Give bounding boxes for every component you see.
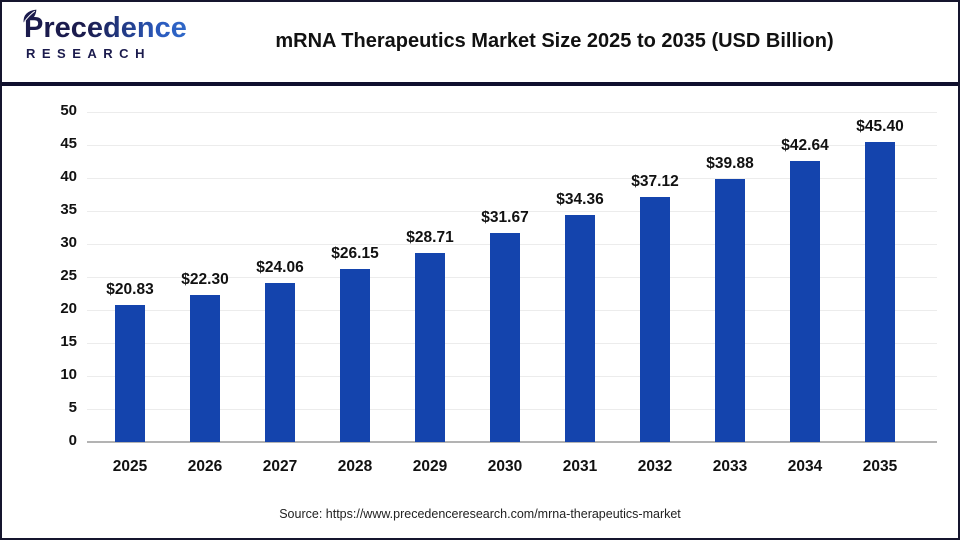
- source-caption: Source: https://www.precedenceresearch.c…: [279, 507, 681, 521]
- x-axis-tick-2027: 2027: [262, 458, 298, 475]
- logo-wordmark: Precedence: [22, 9, 237, 43]
- header-divider: [2, 82, 958, 86]
- bar-value-label-2025: $20.83: [106, 280, 154, 298]
- y-axis-tick-35: 35: [60, 201, 77, 218]
- bar-2025: [115, 304, 145, 442]
- bar-2028: [340, 269, 370, 442]
- bar-2033: [715, 178, 745, 442]
- bar-2035: [865, 142, 895, 442]
- y-axis-tick-15: 15: [60, 333, 77, 350]
- leaf-icon: [23, 9, 37, 23]
- bar-2031: [565, 215, 595, 442]
- x-axis-tick-2030: 2030: [487, 458, 523, 475]
- header: Precedence RESEARCH mRNA Therapeutics Ma…: [2, 2, 958, 82]
- bar-2032: [640, 197, 670, 442]
- bar-value-label-2034: $42.64: [781, 136, 829, 154]
- x-axis-tick-2033: 2033: [712, 458, 748, 475]
- y-axis-tick-50: 50: [60, 102, 77, 119]
- bar-2030: [490, 232, 520, 442]
- gridline-50: [87, 112, 937, 113]
- bar-value-label-2031: $34.36: [556, 191, 604, 209]
- bar-value-label-2032: $37.12: [631, 173, 679, 190]
- bar-2034: [790, 160, 820, 442]
- bar-2029: [415, 252, 445, 442]
- x-axis-tick-2034: 2034: [787, 458, 823, 475]
- y-axis-tick-25: 25: [60, 267, 77, 284]
- x-axis-tick-2031: 2031: [562, 458, 598, 475]
- gridline-35: [87, 211, 937, 212]
- bar-value-label-2027: $24.06: [256, 259, 304, 277]
- bar-value-label-2033: $39.88: [706, 154, 754, 172]
- x-axis-tick-2026: 2026: [187, 458, 223, 475]
- gridline-45: [87, 145, 937, 146]
- bar-chart-plot-area: 50 45 40 35 30 25 20 15 10 5 0 $20.83 2025 $22.30 2026…: [60, 102, 937, 475]
- bar-value-label-2030: $31.67: [481, 208, 529, 226]
- x-axis-tick-2029: 2029: [412, 458, 448, 475]
- bar-value-label-2028: $26.15: [331, 245, 379, 263]
- y-axis-tick-5: 5: [68, 399, 77, 416]
- bar-2026: [190, 294, 220, 442]
- precedence-research-logo: Precedence RESEARCH: [22, 9, 237, 72]
- bar-value-label-2029: $28.71: [406, 228, 454, 246]
- y-axis-tick-20: 20: [60, 300, 77, 317]
- x-axis-line: [87, 441, 937, 443]
- x-axis-tick-2032: 2032: [637, 458, 673, 475]
- bar-value-label-2026: $22.30: [181, 270, 229, 288]
- x-axis-tick-2035: 2035: [862, 458, 898, 475]
- y-axis-tick-10: 10: [60, 366, 77, 383]
- bar-value-label-2035: $45.40: [856, 118, 904, 136]
- chart-title: mRNA Therapeutics Market Size 2025 to 20…: [275, 30, 834, 52]
- y-axis-tick-0: 0: [68, 432, 77, 449]
- logo-text-research: RESEARCH: [22, 46, 237, 61]
- x-axis-tick-2025: 2025: [112, 458, 148, 475]
- gridline-40: [87, 178, 937, 179]
- y-axis-tick-40: 40: [60, 168, 77, 185]
- x-axis-tick-2028: 2028: [337, 458, 373, 475]
- y-axis-tick-30: 30: [60, 234, 77, 251]
- y-axis-tick-45: 45: [60, 135, 77, 152]
- bar-2027: [265, 283, 295, 442]
